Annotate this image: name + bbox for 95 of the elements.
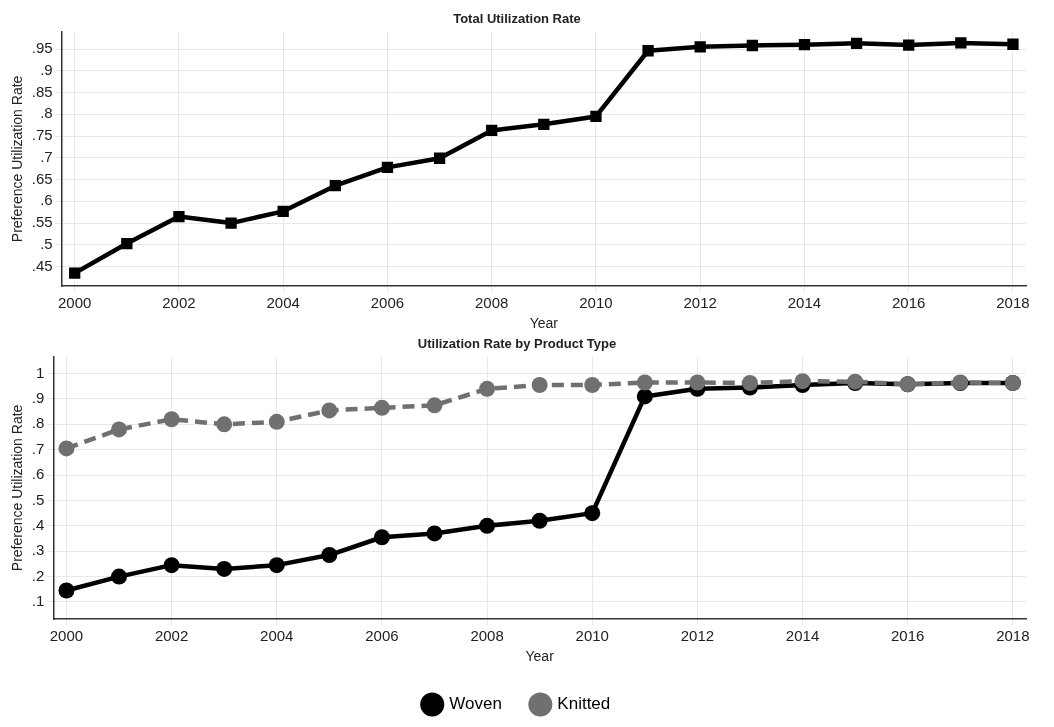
y-tick-label: .55 [31, 213, 53, 231]
y-tick-label: .3 [31, 541, 45, 559]
point [538, 118, 550, 130]
y-tick-label: .4 [31, 515, 45, 533]
point [373, 399, 390, 416]
y-tick-label: .65 [31, 169, 53, 187]
y-axis-title: Preference Utilization Rate [9, 75, 26, 243]
point [794, 373, 811, 390]
point [173, 210, 185, 223]
point [111, 568, 128, 585]
point [642, 45, 654, 57]
x-tick-label: 2006 [370, 294, 405, 312]
x-tick-label: 2016 [892, 294, 926, 312]
y-tick-label: .85 [31, 82, 53, 100]
point [741, 374, 758, 391]
point [636, 388, 653, 405]
point [225, 217, 237, 229]
x-tick-label: 2012 [680, 627, 715, 645]
point [531, 377, 548, 394]
y-tick-label: .9 [40, 60, 53, 78]
point [531, 512, 548, 529]
x-tick-label: 2008 [470, 627, 504, 645]
y-tick-label: .6 [40, 191, 53, 209]
y-tick-label: .8 [31, 414, 45, 432]
point [216, 560, 233, 577]
point [479, 517, 496, 534]
point [216, 416, 233, 433]
point [433, 152, 446, 164]
x-tick-label: 2010 [579, 294, 613, 312]
point [58, 440, 75, 457]
x-tick-label: 2000 [49, 627, 84, 645]
point [479, 380, 496, 397]
point [584, 377, 601, 394]
point [111, 421, 128, 438]
x-tick-label: 2018 [996, 294, 1030, 312]
x-axis-title: Year [525, 648, 555, 665]
point [268, 557, 285, 574]
point [798, 39, 811, 51]
y-tick-label: .6 [31, 465, 45, 483]
y-tick-label: .2 [31, 566, 45, 584]
x-tick-label: 2010 [575, 627, 609, 645]
point [746, 39, 758, 52]
y-tick-label: .8 [40, 104, 53, 122]
point [381, 161, 394, 174]
point [163, 557, 180, 574]
y-axis-title: Preference Utilization Rate [9, 404, 26, 572]
y-tick-label: .7 [31, 439, 45, 457]
x-tick-label: 2004 [260, 627, 294, 645]
x-tick-label: 2012 [683, 294, 717, 312]
point [268, 413, 285, 430]
y-tick-label: .75 [31, 126, 53, 144]
y-tick-label: .5 [31, 490, 45, 508]
point [850, 37, 863, 50]
x-tick-label: 2004 [266, 294, 300, 312]
point [486, 124, 498, 137]
x-tick-label: 2002 [154, 627, 189, 645]
point [329, 180, 341, 192]
point [163, 411, 180, 428]
x-tick-label: 2014 [785, 627, 820, 645]
y-tick-label: 1 [35, 363, 45, 381]
point [584, 505, 601, 522]
x-tick-label: 2016 [891, 627, 925, 645]
chart-title: Total Utilization Rate [453, 11, 581, 27]
point [694, 41, 706, 53]
point [590, 110, 602, 123]
point [321, 402, 338, 419]
y-tick-label: .45 [31, 256, 53, 274]
point [903, 39, 915, 51]
point [955, 37, 967, 49]
legend-label: Woven [449, 694, 502, 714]
y-tick-label: .7 [40, 147, 53, 165]
y-tick-label: .1 [31, 592, 45, 610]
point [426, 525, 443, 542]
y-tick-label: .5 [40, 235, 53, 252]
point [277, 205, 289, 217]
x-tick-label: 2008 [475, 294, 509, 312]
x-axis-title: Year [529, 315, 559, 332]
x-tick-label: 2014 [787, 294, 822, 312]
point [58, 582, 75, 599]
point [373, 529, 390, 546]
point [121, 237, 133, 250]
x-tick-label: 2002 [162, 294, 196, 312]
legend-label: Knitted [557, 694, 611, 714]
point [689, 374, 706, 391]
point [321, 547, 338, 564]
point [636, 374, 653, 391]
chart-title: Utilization Rate by Product Type [417, 336, 617, 352]
point [69, 267, 81, 279]
point [426, 397, 443, 414]
y-tick-label: .95 [31, 39, 53, 57]
point [1007, 38, 1019, 50]
x-tick-label: 2000 [58, 294, 92, 312]
x-tick-label: 2018 [996, 627, 1030, 645]
x-tick-label: 2006 [365, 627, 399, 645]
y-tick-label: .9 [31, 389, 45, 407]
